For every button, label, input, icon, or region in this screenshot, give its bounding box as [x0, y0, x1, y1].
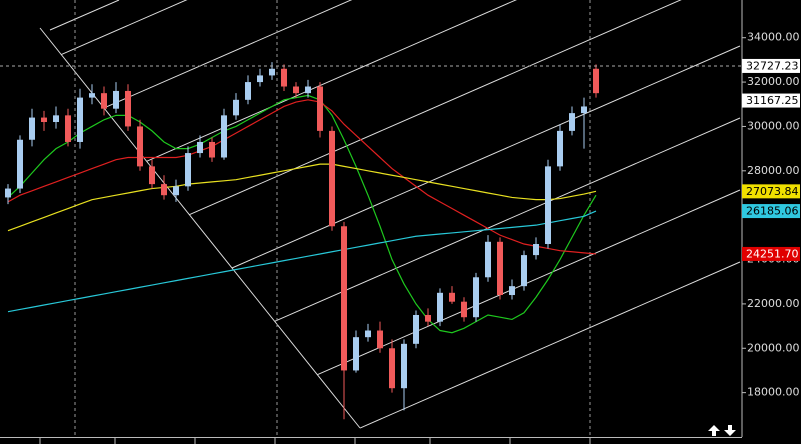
moving-average	[7, 163, 597, 232]
candle-body	[209, 141, 215, 158]
candle-body	[281, 68, 287, 87]
moving-average	[7, 99, 597, 255]
candle-body	[257, 75, 263, 83]
moving-average	[7, 94, 597, 334]
candle-body	[521, 255, 527, 287]
candle-body	[197, 141, 203, 154]
pitchfork-line	[189, 0, 682, 216]
candle-body	[233, 99, 239, 116]
y-tick-label: 34000.00	[747, 31, 800, 44]
pitchfork-line	[103, 0, 353, 109]
price-marker-label: 32727.23	[746, 59, 799, 72]
price-marker	[742, 246, 800, 261]
candle-body	[377, 330, 383, 349]
candle-body	[65, 115, 71, 142]
candle-body	[173, 186, 179, 196]
candle-body	[365, 330, 371, 338]
candle-body	[569, 113, 575, 131]
candle-body	[461, 301, 467, 318]
candle-body	[245, 82, 251, 100]
pitchfork-line	[49, 0, 120, 31]
candle-body	[533, 244, 539, 256]
candle-body	[29, 117, 35, 140]
candle-body	[413, 314, 419, 344]
candle-body	[485, 241, 491, 278]
price-marker-label: 27073.84	[746, 185, 799, 198]
y-tick-label: 28000.00	[747, 164, 800, 177]
pitchfork-line	[61, 0, 188, 56]
candle-body	[389, 348, 395, 389]
candle-body	[149, 166, 155, 185]
pitchfork-line	[39, 27, 361, 429]
price-marker	[742, 93, 800, 108]
candle-body	[473, 277, 479, 318]
moving-average	[7, 210, 597, 313]
candle-body	[77, 97, 83, 142]
y-tick-label: 20000.00	[747, 341, 800, 354]
price-marker-label: 26185.06	[746, 205, 799, 218]
pitchfork-line	[317, 189, 741, 376]
pitchfork-line	[359, 261, 741, 429]
y-tick-label: 32000.00	[747, 75, 800, 88]
price-marker-label: 24251.70	[746, 247, 799, 260]
y-tick-label: 22000.00	[747, 297, 800, 310]
candle-body	[317, 86, 323, 131]
candle-body	[449, 292, 455, 302]
price-marker	[742, 184, 800, 199]
candle-body	[401, 343, 407, 389]
scroll-arrows[interactable]	[708, 425, 736, 436]
pitchfork-line	[146, 0, 517, 162]
candle-body	[125, 90, 131, 127]
candle-body	[137, 126, 143, 167]
candle-body	[557, 130, 563, 167]
candle-body	[221, 115, 227, 158]
candle-body	[101, 93, 107, 109]
candle-body	[425, 314, 431, 322]
candle-body	[545, 166, 551, 245]
pitchfork-line	[274, 117, 741, 322]
candle-body	[41, 117, 47, 123]
y-tick-label: 18000.00	[747, 386, 800, 399]
plot	[0, 62, 742, 420]
price-marker	[742, 58, 800, 73]
candle-body	[113, 90, 119, 109]
candle-body	[5, 188, 11, 198]
drawing-tools	[39, 0, 741, 444]
candle-body	[305, 86, 311, 94]
candle-body	[17, 139, 23, 189]
pitchfork-line	[231, 45, 741, 269]
y-tick-label: 30000.00	[747, 119, 800, 132]
candle-body	[293, 86, 299, 94]
candle-body	[497, 241, 503, 296]
candle-body	[509, 286, 515, 296]
candle-body	[269, 68, 275, 76]
candle-body	[89, 93, 95, 98]
price-marker-label: 31167.25	[746, 94, 799, 107]
candle-body	[593, 68, 599, 94]
price-marker	[742, 204, 800, 219]
candle-body	[161, 184, 167, 196]
candle-body	[341, 226, 347, 371]
candle-body	[53, 115, 59, 123]
candle-body	[185, 153, 191, 187]
candle-body	[581, 106, 587, 114]
candle-body	[329, 130, 335, 227]
candle-body	[353, 337, 359, 371]
candle-body	[437, 292, 443, 322]
